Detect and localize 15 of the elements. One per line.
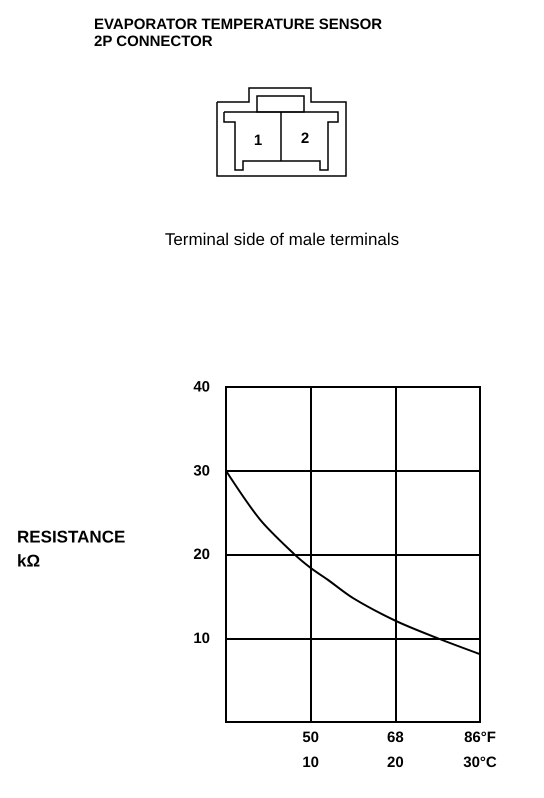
x-tick-label: 30°C	[463, 754, 497, 771]
text: Terminal side of male terminals	[164, 230, 400, 250]
y-tick-label: 10	[193, 630, 210, 647]
connector-icon: 1 2	[216, 87, 348, 177]
y-tick-label: 40	[193, 378, 210, 396]
y-tick-label: 30	[193, 462, 210, 480]
chart-subtitle: 2P CONNECTOR	[94, 33, 213, 50]
y-tick-label: 20	[193, 546, 210, 563]
x2-tick-label: 86°F	[464, 729, 496, 746]
x2-tick-label: 68	[386, 729, 404, 746]
x-tick-label: 10	[302, 754, 320, 771]
chart-title: EVAPORATOR TEMPERATURE SENSOR	[94, 16, 382, 33]
y-axis-title: RESISTANCE kΩ	[17, 528, 126, 570]
x2-tick-label: 50	[302, 729, 320, 746]
x-tick-label: 20	[386, 754, 404, 771]
